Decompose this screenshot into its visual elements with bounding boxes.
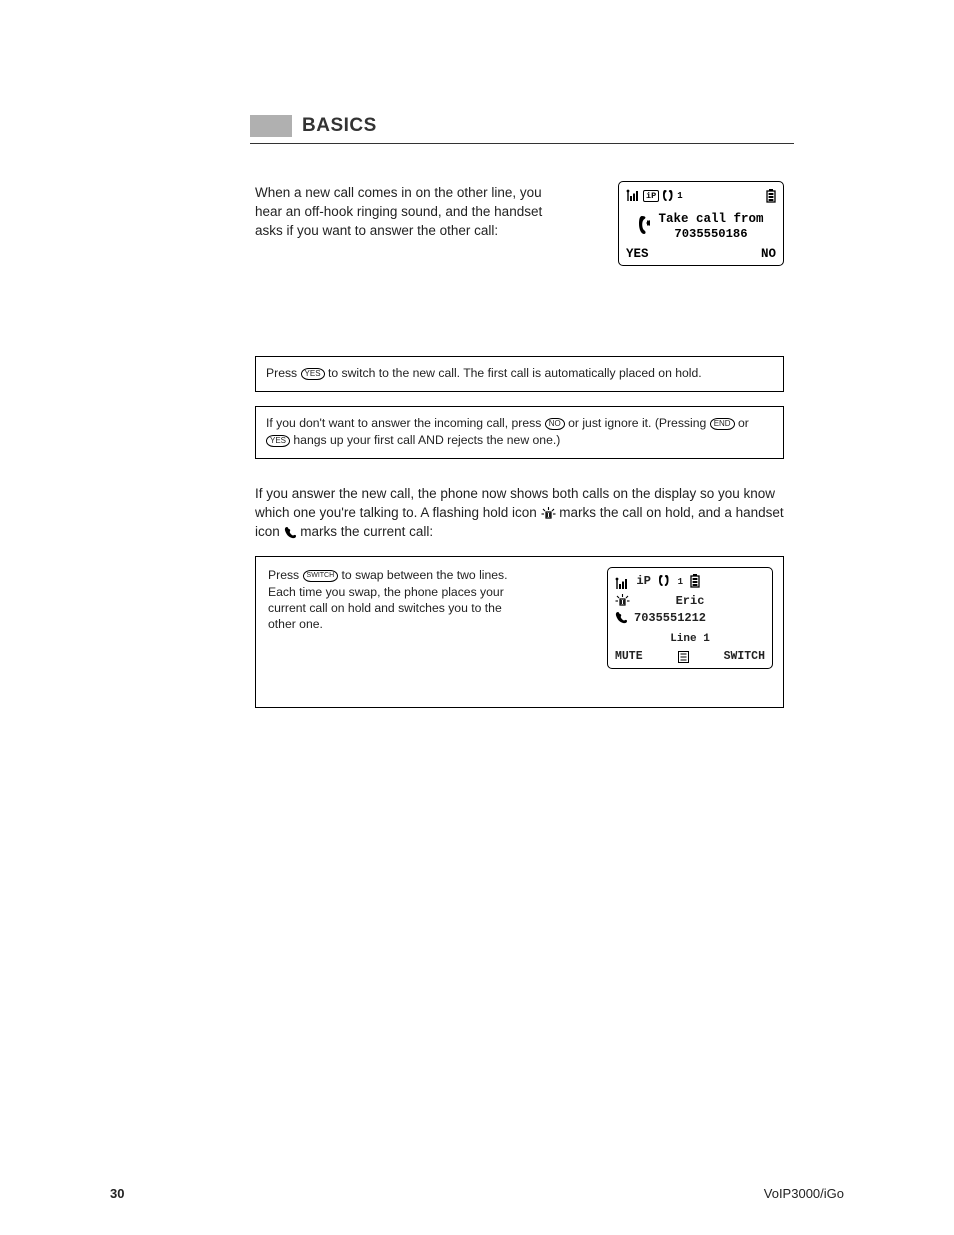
status-left-cluster-2: iP 1 <box>615 574 690 588</box>
handset-small-icon <box>662 189 674 202</box>
signal-icon <box>615 577 629 590</box>
header-gray-block <box>250 115 292 137</box>
lcd2-caller-name: Eric <box>636 593 744 609</box>
note-box-1: Press YES to switch to the new call. The… <box>255 356 784 392</box>
note-box-2: If you don't want to answer the incoming… <box>255 406 784 459</box>
page-header: BASICS <box>250 115 794 144</box>
content-region: When a new call comes in on the other li… <box>255 184 784 708</box>
note2-text-b: or just ignore it. (Pressing <box>568 416 710 430</box>
softkey-switch[interactable]: SWITCH <box>724 649 765 665</box>
note2-text-d: hangs up your first call AND rejects the… <box>293 433 560 447</box>
softkey-mute[interactable]: MUTE <box>615 649 643 665</box>
line-number-indicator: 1 <box>678 577 683 587</box>
no-button-icon: NO <box>545 418 565 430</box>
page-footer: 30 VoIP3000/iGo <box>0 1186 954 1201</box>
handset-icon <box>284 526 297 539</box>
battery-icon <box>766 189 776 203</box>
network-ip-icon: iP <box>643 190 659 202</box>
yes-button-icon-2: YES <box>266 435 290 447</box>
softkey-no[interactable]: NO <box>761 247 776 261</box>
network-ip-icon: iP <box>636 574 651 588</box>
swap-paragraph: If you answer the new call, the phone no… <box>255 485 784 542</box>
line-number-indicator: 1 <box>677 191 682 201</box>
page-number: 30 <box>110 1186 124 1201</box>
incoming-call-icon <box>638 214 654 236</box>
signal-icon <box>626 189 640 202</box>
note1-text-a: Press <box>266 366 301 380</box>
status-bar-2: iP 1 <box>615 573 765 589</box>
lcd-line2: 7035550186 <box>658 227 763 241</box>
product-name: VoIP3000/iGo <box>764 1186 844 1201</box>
switch-button-icon: SWITCH <box>303 570 339 582</box>
end-button-icon: END <box>710 418 735 430</box>
hold-flash-icon <box>615 594 630 607</box>
yes-button-icon: YES <box>301 368 325 380</box>
note2-text-a: If you don't want to answer the incoming… <box>266 416 545 430</box>
header-rule <box>250 143 794 144</box>
swap-para-c: marks the current call: <box>300 524 433 539</box>
status-bar: iP 1 <box>626 187 776 204</box>
phone-screen-incoming: iP 1 <box>618 181 784 266</box>
note2-text-c: or <box>738 416 749 430</box>
intro-paragraph: When a new call comes in on the other li… <box>255 184 545 241</box>
status-left-cluster: iP 1 <box>626 189 683 202</box>
note1-text-b: to switch to the new call. The first cal… <box>328 366 702 380</box>
lcd2-caller-number: 7035551212 <box>634 610 706 626</box>
lcd2-line-label: Line 1 <box>615 632 765 647</box>
lcd-line1: Take call from <box>658 212 763 227</box>
battery-icon <box>690 574 700 588</box>
handset-icon <box>615 611 628 624</box>
hold-flash-icon <box>541 507 556 520</box>
header-title: BASICS <box>302 115 377 137</box>
bigbox-text-a: Press <box>268 568 303 582</box>
phone-screen-swap: iP 1 Eric <box>607 567 773 669</box>
menu-icon[interactable] <box>678 651 689 663</box>
handset-small-icon <box>658 574 670 587</box>
softkey-yes[interactable]: YES <box>626 247 649 261</box>
swap-box: Press SWITCH to swap between the two lin… <box>255 556 784 708</box>
